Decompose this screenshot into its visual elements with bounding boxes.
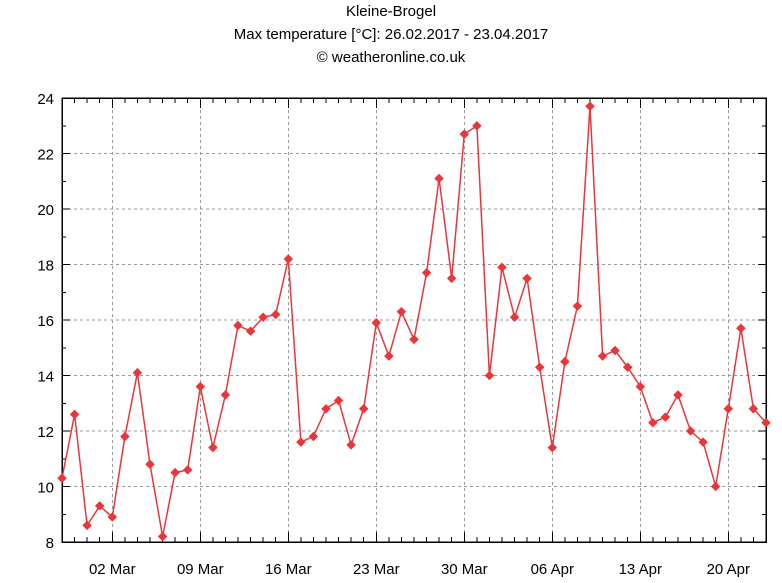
data-point [396, 306, 407, 317]
x-tick-label: 20 Apr [707, 561, 750, 578]
y-tick-label: 12 [37, 424, 54, 441]
data-point [120, 431, 130, 442]
data-point [610, 345, 620, 356]
data-point [132, 367, 143, 378]
y-tick-label: 22 [37, 147, 54, 164]
y-tick-label: 8 [46, 535, 54, 552]
data-point [94, 501, 105, 511]
axis-ticks [61, 97, 767, 543]
data-point [484, 370, 495, 381]
data-point [69, 409, 80, 420]
data-point [296, 437, 306, 447]
data-point [270, 309, 281, 320]
x-tick-label: 16 Mar [265, 561, 312, 578]
data-point [522, 273, 532, 284]
data-point [635, 381, 646, 392]
data-point [597, 351, 608, 361]
data-point [145, 459, 155, 470]
data-point [585, 101, 595, 112]
tick-labels: 8 10 12 14 16 18 20 22 24 02 Mar 09 Mar 16 Mar 23 Ma… [37, 91, 750, 578]
data-point [446, 273, 457, 284]
data-point [371, 317, 382, 328]
y-tick-label: 20 [37, 202, 54, 219]
y-tick-label: 24 [37, 91, 54, 108]
data-point [346, 440, 356, 450]
data-point [472, 120, 482, 131]
data-point [321, 403, 331, 414]
data-point [195, 381, 206, 392]
data-point [245, 326, 256, 336]
data-point [736, 323, 746, 334]
data-point [698, 437, 708, 447]
data-point [673, 390, 683, 400]
data-point [761, 417, 771, 428]
data-point [421, 267, 432, 278]
data-point [509, 312, 520, 323]
data-point [622, 362, 633, 373]
data-point [748, 403, 759, 414]
chart-header: Kleine-Brogel Max temperature [°C]: 26.0… [0, 0, 782, 69]
data-point [220, 390, 231, 400]
chart-title: Kleine-Brogel [345, 3, 437, 20]
x-tick-label: 23 Mar [353, 561, 400, 578]
copyright-credit: © weatheronline.co.uk [316, 49, 466, 66]
series-line [61, 105, 767, 538]
data-point [333, 395, 344, 406]
x-tick-label: 02 Mar [89, 561, 136, 578]
data-point [434, 173, 444, 184]
data-point [534, 362, 545, 373]
chart-subtitle: Max temperature [°C]: 26.02.2017 - 23.04… [233, 26, 549, 43]
data-point [384, 351, 394, 361]
data-point [208, 442, 218, 453]
data-point [409, 334, 419, 345]
series-group [57, 101, 771, 542]
x-tick-label: 09 Mar [177, 561, 224, 578]
data-point [723, 403, 734, 414]
data-point [685, 426, 696, 436]
data-point [107, 512, 118, 522]
data-point [157, 531, 168, 542]
data-point [182, 465, 193, 475]
x-tick-label: 30 Mar [441, 561, 488, 578]
y-tick-label: 14 [37, 369, 54, 386]
x-tick-label: 06 Apr [531, 561, 574, 578]
data-point [82, 520, 92, 531]
data-point [497, 262, 507, 273]
data-point [572, 301, 583, 311]
data-point [560, 356, 570, 367]
data-point [648, 417, 658, 428]
data-point [233, 320, 243, 331]
data-point [57, 473, 67, 484]
data-point [660, 412, 671, 422]
data-point [170, 467, 180, 478]
y-tick-label: 16 [37, 313, 54, 330]
data-point [308, 431, 319, 442]
y-tick-label: 18 [37, 258, 54, 275]
grid-lines [62, 98, 766, 542]
y-tick-label: 10 [37, 480, 54, 497]
data-point [710, 481, 721, 492]
data-point [283, 254, 294, 264]
x-tick-label: 13 Apr [619, 561, 662, 578]
data-point [258, 312, 268, 323]
data-point [459, 129, 470, 139]
data-point [547, 442, 558, 453]
data-point [358, 403, 369, 414]
plot-frame [61, 97, 767, 543]
